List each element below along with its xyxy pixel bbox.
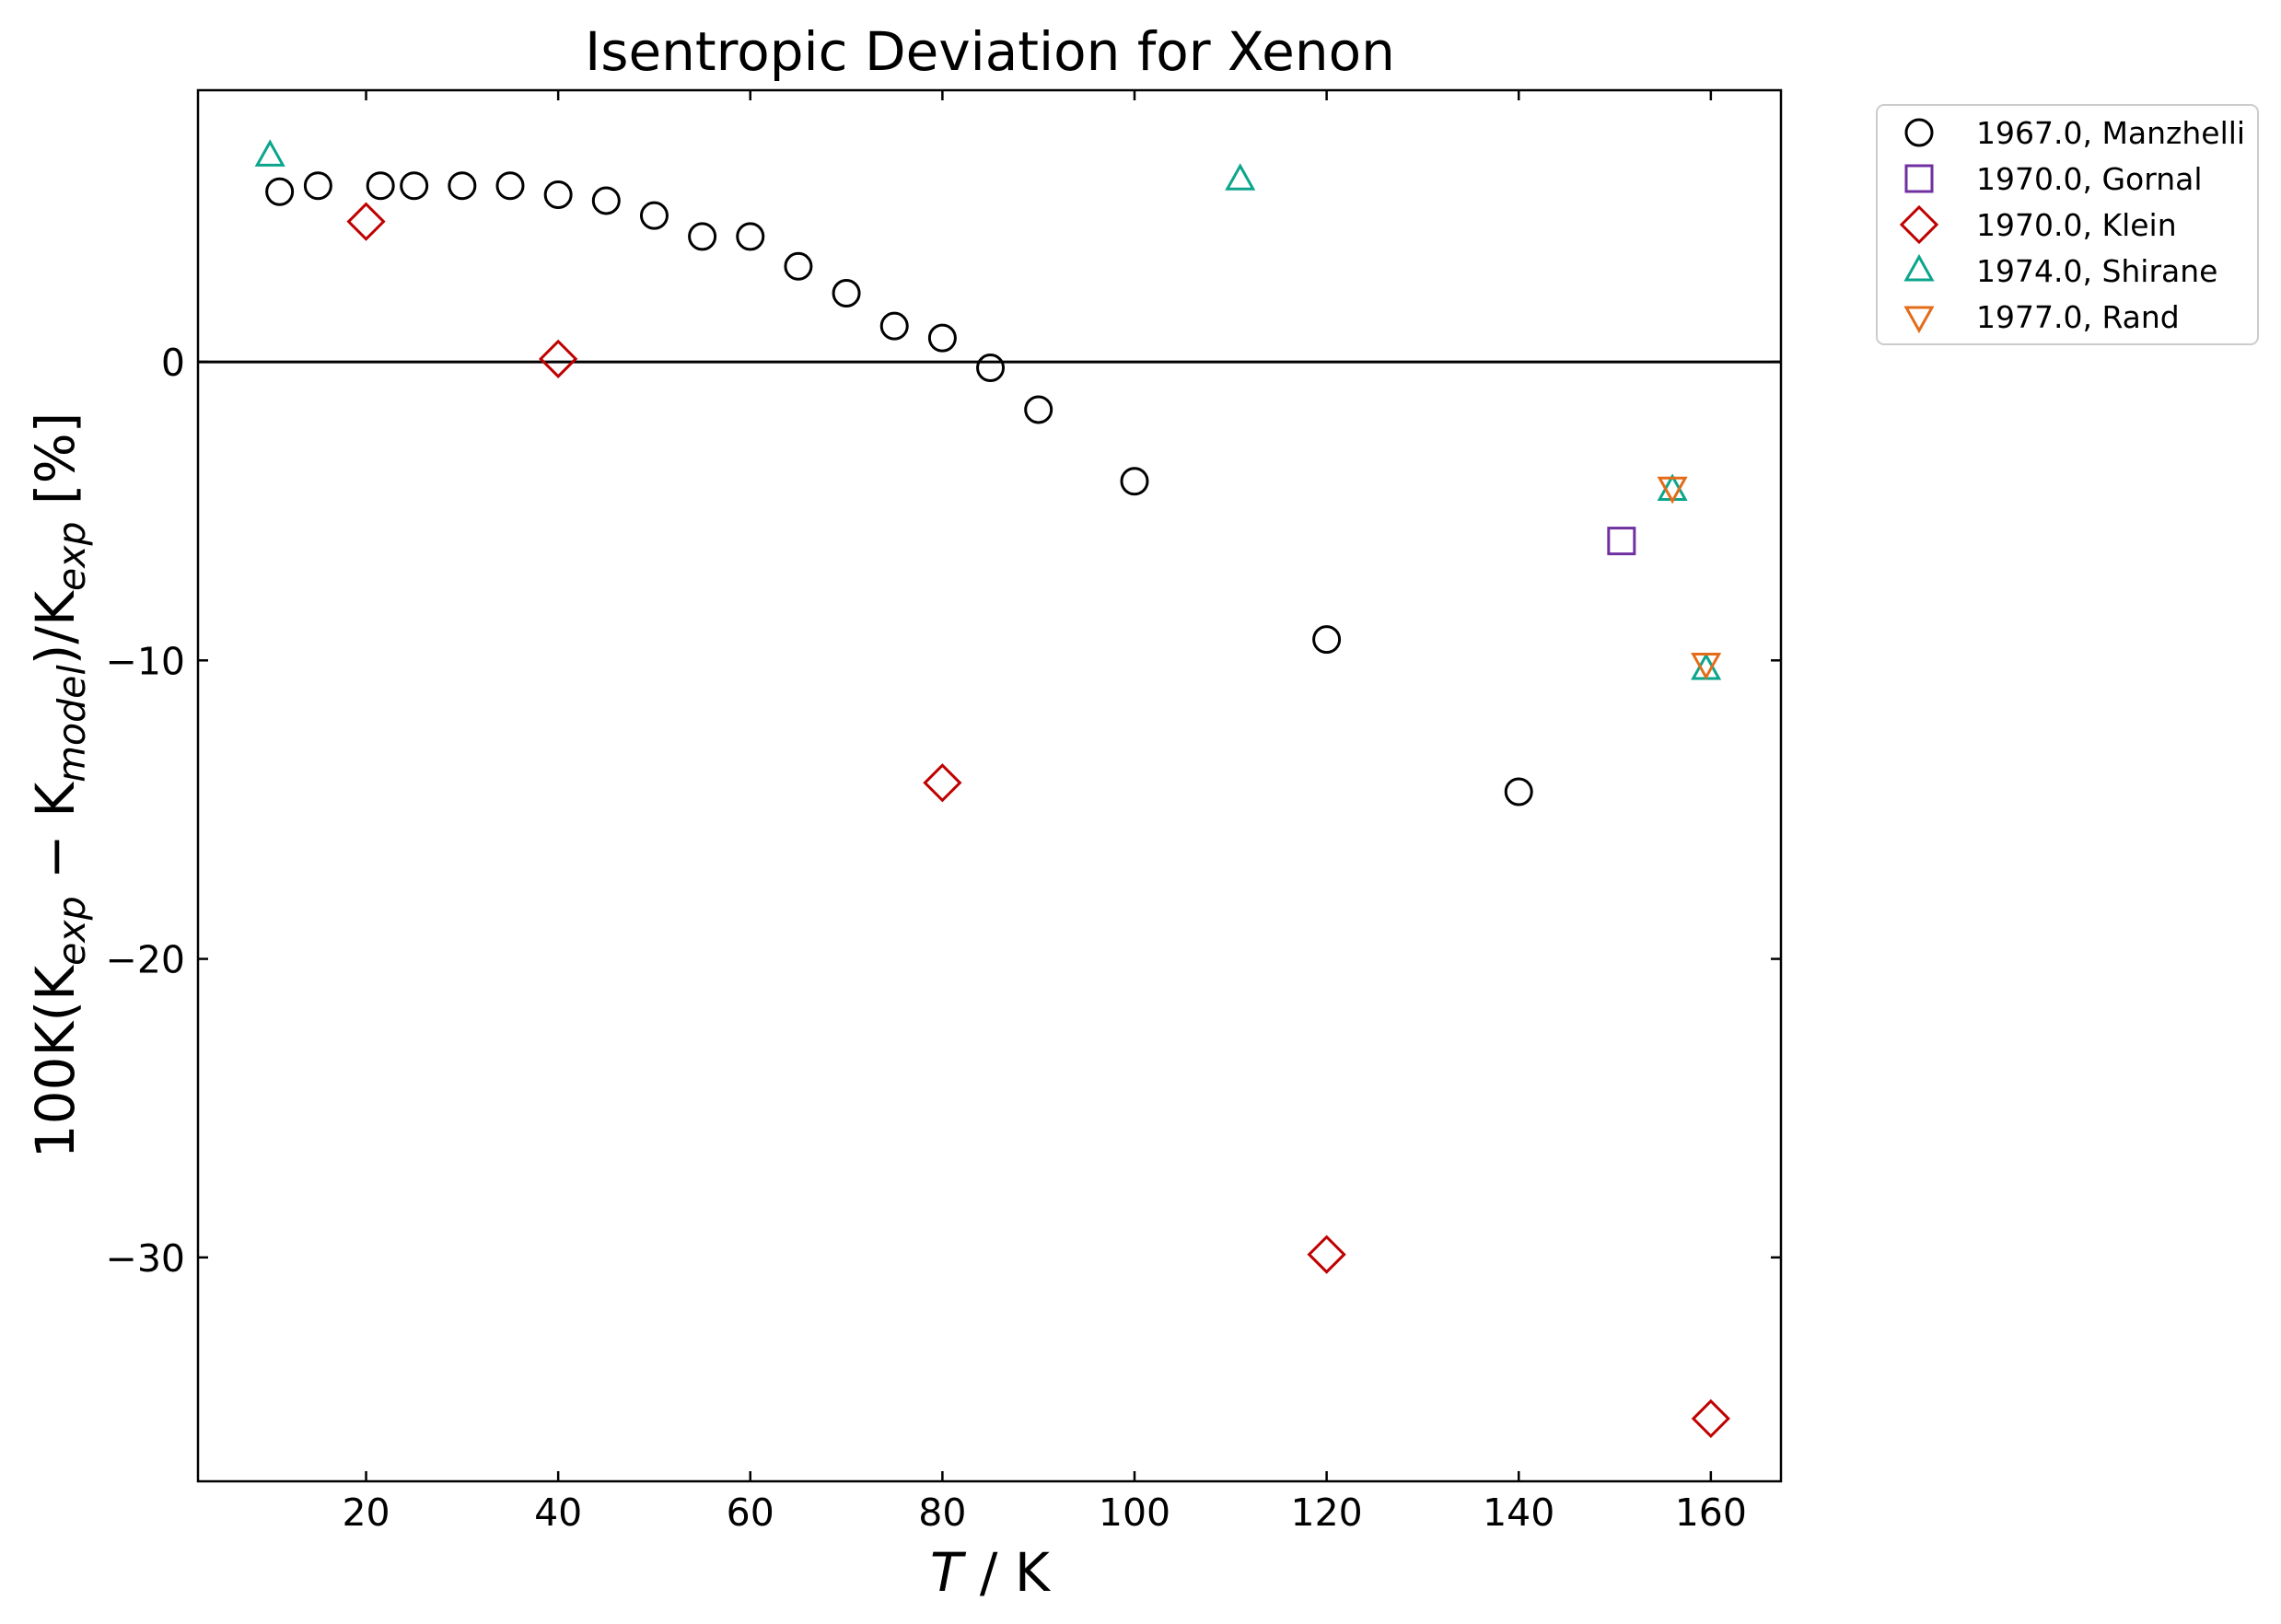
point-klein bbox=[346, 202, 386, 241]
x-tick-label: 120 bbox=[1290, 1491, 1362, 1535]
legend-marker-rand bbox=[1903, 306, 1935, 334]
y-tick-label: −30 bbox=[105, 1236, 185, 1281]
legend-marker-klein bbox=[1899, 204, 1939, 245]
x-tick-label: 80 bbox=[918, 1491, 966, 1535]
point-shirane bbox=[1225, 163, 1256, 191]
y-axis-label-part: 100K(K bbox=[24, 964, 87, 1158]
point-manzhelli bbox=[736, 222, 765, 251]
point-manzhelli bbox=[1504, 777, 1533, 806]
point-manzhelli bbox=[688, 222, 717, 251]
y-tick-label: 0 bbox=[161, 341, 185, 385]
point-manzhelli bbox=[448, 171, 477, 201]
y-axis-label-part: − K bbox=[24, 781, 87, 896]
x-axis-label: T / K bbox=[930, 1541, 1052, 1604]
y-axis-label: 100K(Kexp − Kmodel)/Kexp [%] bbox=[24, 412, 94, 1159]
x-tick-label: 60 bbox=[727, 1491, 774, 1535]
chart-title: Isentropic Deviation for Xenon bbox=[585, 20, 1395, 83]
point-manzhelli bbox=[927, 323, 957, 353]
point-manzhelli bbox=[303, 171, 332, 201]
point-rand bbox=[1657, 476, 1688, 505]
point-manzhelli bbox=[1312, 625, 1342, 655]
legend-label-gornal: 1970.0, Gornal bbox=[1976, 161, 2203, 197]
point-manzhelli bbox=[639, 201, 669, 230]
point-manzhelli bbox=[976, 354, 1006, 383]
point-klein bbox=[923, 763, 962, 803]
point-manzhelli bbox=[1024, 395, 1053, 424]
point-shirane bbox=[254, 139, 285, 167]
y-axis-label-subscript: model bbox=[50, 665, 94, 783]
point-manzhelli bbox=[879, 311, 909, 341]
legend-label-rand: 1977.0, Rand bbox=[1976, 299, 2180, 335]
x-tick-label: 40 bbox=[534, 1491, 582, 1535]
point-manzhelli bbox=[591, 186, 621, 215]
y-ticks: 0 −10 −20 −30 bbox=[105, 341, 1781, 1281]
point-manzhelli bbox=[265, 177, 295, 206]
x-ticks: 20 40 60 80 100 120 140 160 bbox=[342, 90, 1747, 1535]
x-tick-label: 20 bbox=[342, 1491, 390, 1535]
legend-marker-shirane bbox=[1903, 253, 1935, 282]
data-markers bbox=[254, 139, 1730, 1439]
x-tick-label: 160 bbox=[1675, 1491, 1747, 1535]
plot-frame bbox=[196, 88, 1783, 1483]
y-axis-label-subscript: exp bbox=[50, 521, 94, 591]
x-axis-unit: / K bbox=[962, 1541, 1051, 1604]
point-klein bbox=[1307, 1235, 1346, 1274]
point-manzhelli bbox=[366, 171, 395, 201]
legend-box bbox=[1876, 104, 2259, 345]
x-tick-label: 100 bbox=[1099, 1491, 1170, 1535]
y-axis-label-part: [%] bbox=[24, 412, 87, 522]
legend-label-klein: 1970.0, Klein bbox=[1976, 207, 2177, 243]
point-klein bbox=[539, 339, 578, 378]
y-axis-label-part: )/K bbox=[24, 589, 87, 665]
legend-marker-manzhelli bbox=[1904, 118, 1934, 147]
y-axis-label-subscript: exp bbox=[50, 896, 94, 966]
x-axis-symbol: T bbox=[930, 1541, 967, 1604]
legend-label-shirane: 1974.0, Shirane bbox=[1976, 253, 2218, 289]
x-tick-label: 140 bbox=[1483, 1491, 1554, 1535]
point-klein bbox=[1691, 1398, 1730, 1439]
legend: 1967.0, Manzhelli 1970.0, Gornal 1970.0, K… bbox=[1876, 104, 2259, 345]
point-manzhelli bbox=[1120, 467, 1149, 496]
legend-label-manzhelli: 1967.0, Manzhelli bbox=[1976, 115, 2245, 151]
point-manzhelli bbox=[495, 171, 525, 201]
point-gornal bbox=[1607, 527, 1636, 556]
point-manzhelli bbox=[400, 171, 429, 201]
y-tick-label: −10 bbox=[105, 639, 185, 683]
point-manzhelli bbox=[832, 278, 861, 307]
y-tick-label: −20 bbox=[105, 938, 185, 982]
point-rand bbox=[1691, 653, 1722, 680]
point-manzhelli bbox=[543, 180, 573, 209]
point-manzhelli bbox=[784, 251, 813, 281]
legend-marker-gornal bbox=[1904, 164, 1934, 193]
